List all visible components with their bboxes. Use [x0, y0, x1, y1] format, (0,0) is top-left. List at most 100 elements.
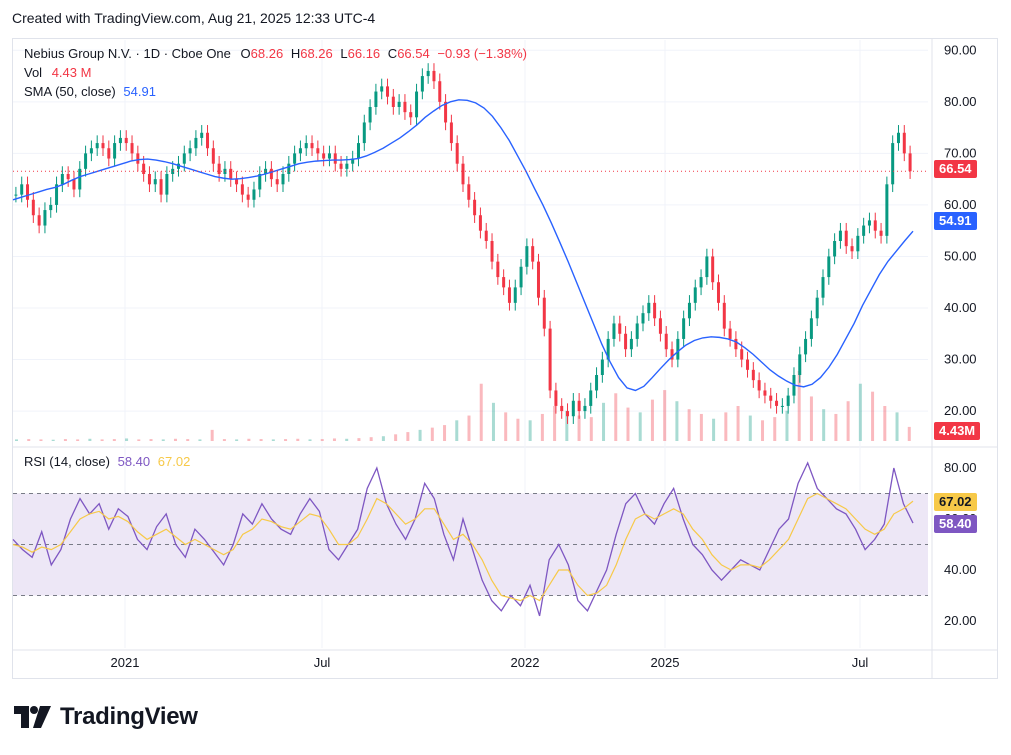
- candle-body: [269, 168, 273, 180]
- legend-close-label: C: [387, 46, 398, 61]
- candle-body: [409, 112, 413, 118]
- volume-bar: [112, 439, 116, 441]
- candle-body: [43, 210, 47, 226]
- candle-body: [31, 199, 35, 216]
- candle-body: [153, 179, 157, 185]
- volume-bar: [259, 439, 263, 441]
- legend-open: 68.26: [250, 46, 284, 61]
- volume-bar: [871, 391, 875, 441]
- candle-body: [415, 91, 419, 118]
- candle-body: [368, 107, 372, 123]
- volume-bar: [284, 439, 288, 441]
- candle-body: [496, 261, 500, 278]
- tradingview-logo[interactable]: TradingView: [14, 703, 198, 731]
- candle-body: [95, 143, 99, 149]
- candle-body: [293, 153, 297, 164]
- volume-bar: [565, 410, 569, 441]
- created-caption: Created with TradingView.com, Aug 21, 20…: [12, 10, 376, 26]
- candle-body: [560, 405, 564, 412]
- candle-body: [386, 86, 390, 97]
- candle-body: [618, 323, 622, 334]
- candle-body: [420, 76, 424, 92]
- candle-body: [885, 184, 889, 236]
- candle-body: [513, 287, 517, 303]
- candle-body: [751, 369, 755, 381]
- candle-body: [287, 163, 291, 174]
- legend-low: 66.16: [347, 46, 381, 61]
- volume-bar: [320, 439, 324, 441]
- volume-bar: [797, 371, 801, 441]
- volume-bar: [699, 413, 703, 441]
- candle-body: [374, 91, 378, 107]
- candle-body: [124, 137, 128, 144]
- volume-bar: [198, 439, 202, 441]
- candle-body: [147, 174, 151, 185]
- candle-body: [676, 338, 680, 360]
- price-tick-label: 80.00: [944, 94, 977, 109]
- legend-change: −0.93 (−1.38%): [437, 46, 527, 61]
- candle-body: [606, 338, 610, 360]
- volume-bar: [222, 439, 226, 441]
- candle-body: [426, 70, 430, 77]
- volume-bar: [443, 425, 447, 441]
- volume-bar: [308, 439, 312, 441]
- time-tick-label: 2025: [651, 655, 680, 670]
- candle-body: [136, 153, 140, 164]
- candle-body: [49, 204, 53, 211]
- volume-bar: [149, 439, 153, 441]
- candle-body: [449, 122, 453, 144]
- volume-tag: 4.43M: [934, 422, 981, 440]
- candle-body: [658, 318, 662, 334]
- volume-bar: [663, 390, 667, 441]
- price-tick-label: 30.00: [944, 352, 977, 367]
- time-tick-label: 2022: [511, 655, 540, 670]
- candle-body: [815, 297, 819, 319]
- candle-body: [391, 96, 395, 107]
- legend-open-label: O: [240, 46, 251, 61]
- chart-frame[interactable]: [12, 38, 998, 679]
- candle-body: [484, 230, 488, 241]
- candle-body: [60, 174, 64, 185]
- volume-bar: [455, 420, 459, 441]
- candle-body: [316, 148, 320, 154]
- volume-bar: [858, 383, 862, 441]
- legend-sma: 54.91: [123, 84, 156, 99]
- candle-body: [246, 194, 250, 200]
- candle-body: [37, 215, 41, 226]
- volume-bar: [247, 438, 251, 441]
- volume-bar: [296, 438, 300, 441]
- volume-bar: [271, 439, 275, 441]
- candle-body: [769, 395, 773, 401]
- candle-body: [833, 241, 837, 257]
- volume-bar: [161, 439, 165, 441]
- candle-body: [542, 297, 546, 329]
- volume-bar: [88, 438, 92, 441]
- rsi-line: [12, 461, 914, 617]
- candle-body: [711, 256, 715, 283]
- candle-body: [72, 179, 76, 190]
- volume-bar: [15, 439, 18, 441]
- volume-bar: [406, 432, 410, 441]
- candle-body: [84, 153, 88, 169]
- candle-body: [165, 174, 169, 195]
- volume-bar: [785, 410, 789, 441]
- candle-body: [461, 163, 465, 185]
- volume-bar: [369, 437, 373, 441]
- rsi-tick-label: 40.00: [944, 562, 977, 577]
- candle-body: [595, 375, 599, 391]
- candle-body: [142, 163, 146, 174]
- candle-body: [467, 184, 471, 200]
- volume-bar: [504, 412, 508, 441]
- candle-body: [252, 189, 256, 200]
- volume-bar: [137, 439, 141, 441]
- candle-body: [229, 168, 233, 180]
- candle-body: [351, 158, 355, 164]
- volume-bar: [516, 418, 520, 441]
- volume-bar: [210, 429, 214, 441]
- legend-high-label: H: [290, 46, 301, 61]
- candle-body: [879, 230, 883, 236]
- candle-body: [670, 349, 674, 360]
- volume-bar: [381, 436, 385, 441]
- candle-body: [902, 132, 906, 154]
